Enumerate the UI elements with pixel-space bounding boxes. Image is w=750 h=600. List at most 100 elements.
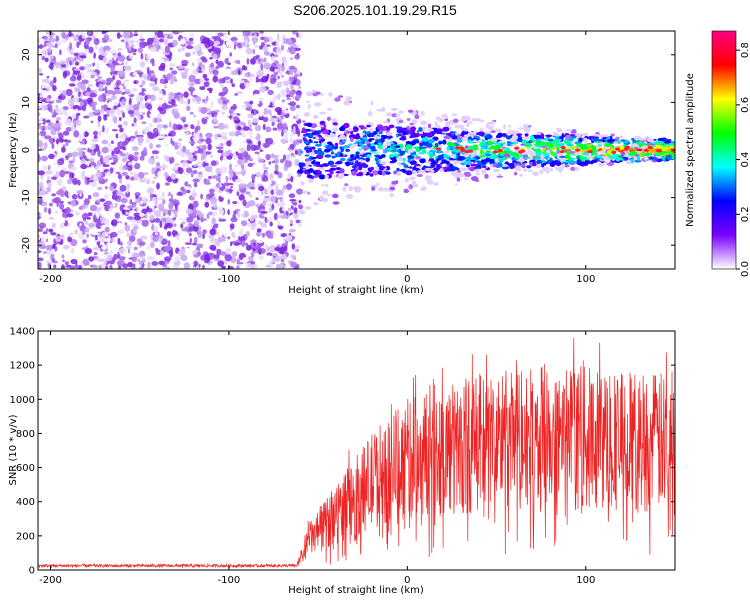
signal-blob [653,138,657,141]
signal-blob [430,165,435,168]
noise-blob [214,114,217,118]
noise-blob [242,126,250,131]
signal-blob [415,156,422,160]
noise-blob [164,190,169,195]
noise-blob [60,231,65,235]
noise-blob [223,33,232,41]
noise-blob [126,186,129,194]
signal-blob [308,149,313,153]
signal-blob [324,134,330,138]
noise-blob [221,111,225,115]
noise-blob [252,117,259,124]
noise-blob [149,193,153,201]
signal-blob [484,131,492,135]
noise-blob [45,194,53,200]
noise-blob [59,49,62,56]
noise-blob [150,59,153,64]
noise-blob [55,235,62,243]
noise-blob [52,85,57,92]
noise-blob [295,150,298,155]
signal-blob [636,148,643,152]
noise-blob [99,216,106,222]
noise-blob [282,138,286,144]
noise-blob [169,92,176,97]
noise-blob [184,226,189,232]
noise-blob [126,240,133,246]
signal-blob [427,123,432,129]
signal-blob [431,160,437,165]
signal-blob [579,144,587,150]
noise-blob [265,167,269,170]
noise-blob [62,217,66,224]
noise-blob [225,40,233,48]
noise-blob [259,149,264,153]
noise-blob [208,88,213,94]
noise-blob [285,265,293,269]
noise-blob [222,87,228,93]
signal-blob [384,143,391,147]
signal-blob [552,131,557,135]
signal-blob [490,145,496,149]
noise-blob [241,41,246,47]
noise-blob [289,134,295,137]
noise-blob [236,265,240,269]
noise-blob [78,150,84,158]
noise-blob [271,257,278,264]
signal-blob [340,157,346,162]
signal-blob [367,133,373,138]
noise-blob [269,221,273,227]
noise-blob [62,144,66,148]
noise-blob [117,124,123,128]
noise-blob [143,73,148,80]
signal-blob [493,169,500,173]
noise-blob [186,105,191,111]
noise-blob [177,65,184,69]
noise-blob [51,143,55,149]
noise-blob [206,95,209,102]
noise-blob [242,31,250,37]
noise-blob [267,188,270,196]
noise-blob [180,223,184,229]
noise-blob [189,177,193,184]
signal-blob [407,148,415,153]
noise-blob [97,149,101,157]
noise-blob [160,187,168,192]
noise-blob [274,163,279,171]
noise-blob [48,45,51,53]
noise-blob [263,44,268,52]
noise-blob [109,250,114,255]
noise-blob [76,147,84,152]
noise-blob [285,94,291,98]
signal-blob [622,156,629,160]
signal-blob [327,141,333,145]
noise-blob [82,258,89,266]
signal-blob [554,135,559,140]
noise-blob [176,95,180,102]
signal-blob [570,166,575,171]
noise-blob [159,250,164,256]
signal-blob [307,147,314,150]
signal-blob [366,140,370,145]
noise-blob [190,82,195,86]
signal-blob [632,139,636,143]
noise-blob [142,169,147,173]
noise-blob [249,186,256,190]
signal-blob [327,160,335,166]
noise-blob [200,56,207,61]
noise-blob [170,98,176,106]
noise-blob [104,67,111,71]
signal-blob [358,166,363,171]
noise-blob [186,150,190,155]
noise-blob [281,75,284,78]
noise-blob [150,241,155,249]
noise-blob [88,222,96,228]
noise-blob [190,170,194,178]
noise-blob [171,39,178,47]
signal-blob [671,141,675,144]
noise-blob [39,91,43,99]
signal-blob [511,134,519,140]
noise-blob [286,97,292,101]
noise-blob [128,103,134,110]
noise-blob [139,252,143,258]
